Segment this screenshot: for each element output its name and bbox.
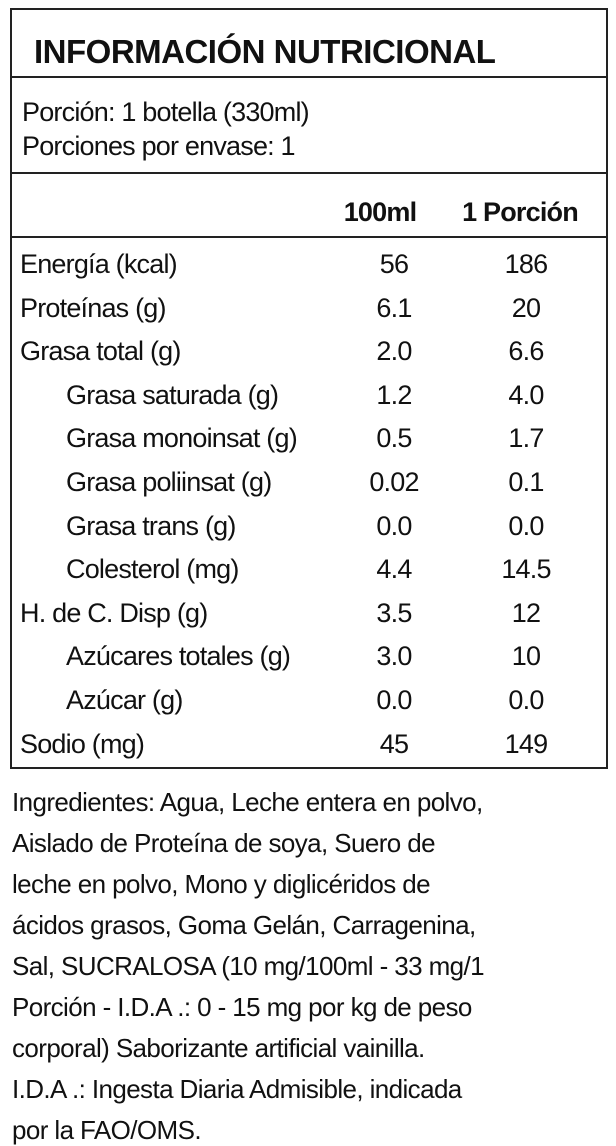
value-portion: 6.6 bbox=[508, 336, 544, 367]
title: INFORMACIÓN NUTRICIONAL bbox=[34, 33, 496, 70]
ingredients-line: leche en polvo, Mono y diglicéridos de bbox=[12, 869, 431, 899]
nutrition-label: INFORMACIÓN NUTRICIONAL Porción: 1 botel… bbox=[10, 8, 608, 769]
nutrient-name: Sodio (mg) bbox=[20, 728, 145, 759]
nutrient-name: Azúcar (g) bbox=[66, 685, 183, 715]
ingredients-line: por la FAO/OMS. bbox=[12, 1115, 202, 1145]
value-portion: 4.0 bbox=[508, 379, 544, 410]
value-100ml: 0.02 bbox=[369, 467, 419, 497]
nutrient-name: Energía (kcal) bbox=[20, 249, 178, 279]
value-100ml: 1.2 bbox=[376, 379, 412, 410]
nutrient-name: Colesterol (mg) bbox=[66, 554, 239, 585]
value-100ml: 3.5 bbox=[376, 597, 412, 628]
value-portion: 20 bbox=[511, 292, 541, 323]
separator bbox=[12, 236, 606, 238]
value-portion: 0.0 bbox=[508, 685, 544, 715]
value-100ml: 56 bbox=[379, 249, 409, 279]
nutrient-name: H. de C. Disp (g) bbox=[20, 597, 208, 628]
nutrient-name: Grasa monoinsat (g) bbox=[66, 423, 298, 454]
value-portion: 0.1 bbox=[508, 467, 544, 497]
value-100ml: 0.0 bbox=[376, 510, 412, 541]
value-portion: 0.0 bbox=[508, 510, 544, 541]
value-portion: 149 bbox=[504, 728, 548, 759]
value-100ml: 6.1 bbox=[376, 292, 412, 323]
servings-per-container: Porciones por envase: 1 bbox=[22, 131, 296, 161]
nutrient-name: Grasa saturada (g) bbox=[66, 379, 279, 410]
nutrient-name: Grasa trans (g) bbox=[66, 510, 236, 541]
nutrient-name: Grasa total (g) bbox=[20, 336, 181, 367]
nutrient-name: Grasa poliinsat (g) bbox=[66, 467, 272, 497]
value-portion: 12 bbox=[511, 597, 541, 628]
value-100ml: 4.4 bbox=[376, 554, 412, 585]
value-portion: 186 bbox=[504, 249, 548, 279]
value-100ml: 2.0 bbox=[376, 336, 412, 367]
value-100ml: 45 bbox=[379, 728, 409, 759]
value-100ml: 3.0 bbox=[376, 641, 412, 672]
column-header: 100ml bbox=[343, 197, 417, 227]
value-portion: 14.5 bbox=[501, 554, 551, 585]
serving-size: Porción: 1 botella (330ml) bbox=[22, 97, 310, 127]
value-portion: 10 bbox=[511, 641, 541, 672]
column-header: 1 Porción bbox=[462, 197, 579, 227]
nutrient-name: Azúcares totales (g) bbox=[66, 641, 291, 672]
ingredients-line: I.D.A .: Ingesta Diaria Admisible, indic… bbox=[12, 1074, 462, 1104]
separator bbox=[12, 172, 606, 174]
ingredients-line: Sal, SUCRALOSA (10 mg/100ml - 33 mg/1 bbox=[12, 951, 485, 981]
ingredients-line: Aislado de Proteína de soya, Suero de bbox=[12, 828, 436, 858]
value-100ml: 0.5 bbox=[376, 423, 412, 454]
value-100ml: 0.0 bbox=[376, 685, 412, 715]
value-portion: 1.7 bbox=[508, 423, 544, 454]
ingredients-line: Ingredientes: Agua, Leche entera en polv… bbox=[12, 787, 483, 817]
ingredients-line: ácidos grasos, Goma Gelán, Carragenina, bbox=[12, 910, 476, 940]
nutrient-name: Proteínas (g) bbox=[20, 292, 166, 323]
ingredients-line: Porción - I.D.A .: 0 - 15 mg por kg de p… bbox=[12, 992, 472, 1022]
ingredients-line: corporal) Saborizante artificial vainill… bbox=[12, 1033, 425, 1063]
separator bbox=[12, 76, 606, 78]
